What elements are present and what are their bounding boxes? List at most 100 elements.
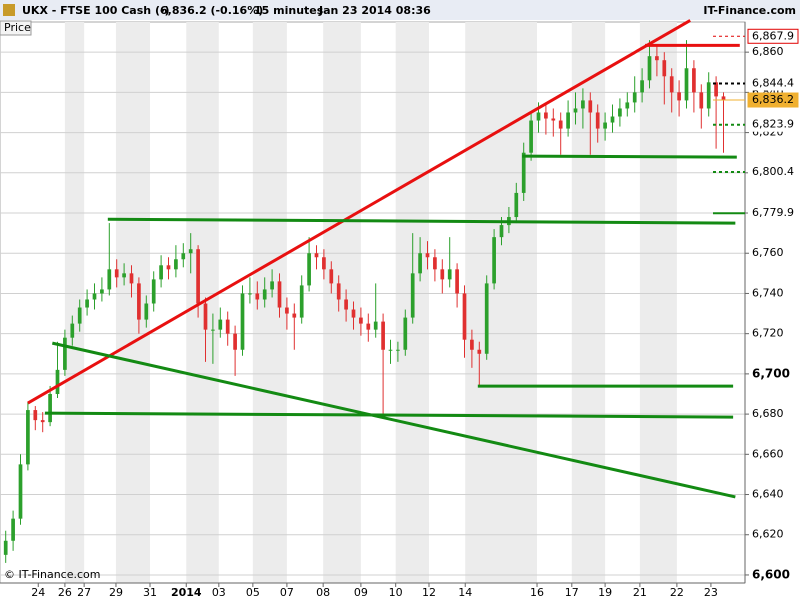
candle-body [122,273,126,278]
candle-body [447,269,452,280]
candle-body [418,253,422,274]
level-label: 6,823.9 [752,118,794,131]
plot-background [0,21,746,584]
candle-body [573,108,578,113]
candle-body [129,273,134,284]
candle-body [692,68,696,93]
candle-body [684,68,689,101]
candle-body [536,112,541,121]
y-tick-label: 6,720 [752,327,784,340]
brand: IT-Finance.com [703,4,796,17]
trendline [27,19,691,405]
x-tick-label: 21 [633,586,647,599]
candle-body [292,313,297,318]
trendline [44,411,734,419]
candle-body [181,253,186,260]
candle-body [625,102,630,109]
candle-body [40,420,45,423]
candle-body [714,82,718,97]
candle-body [55,369,60,394]
candle-body [492,237,496,284]
candle-body [151,279,156,304]
candle-body [314,253,319,258]
candle-body [514,192,519,218]
candle-body [403,317,408,350]
x-tick-label: 10 [389,586,403,599]
level-label: 6,779.9 [752,206,794,219]
copyright: © IT-Finance.com [4,568,101,581]
y-tick-label: 6,640 [752,488,784,501]
candle-body [588,100,593,113]
x-tick-label: 26 [58,586,72,599]
candle-body [137,283,141,320]
candle-body [640,80,644,93]
x-tick-label: 08 [316,586,330,599]
candle-body [603,122,607,129]
candle-body [70,323,75,338]
x-tick-label: 31 [143,586,157,599]
candle-body [174,259,178,270]
candle-body [632,92,637,103]
candle-body [240,293,245,350]
candle-body [662,60,667,77]
candle-body [18,464,23,519]
candle-body [92,293,97,300]
candle-body [100,289,104,294]
y-tick-label: 6,600 [752,567,790,581]
level-label: 6,867.9 [752,29,794,42]
x-tick-label: 27 [77,586,91,599]
candle-body [351,309,356,318]
level-label: 6,800.4 [752,165,794,178]
candle-body [307,253,311,286]
candle-body [410,273,415,318]
x-tick-label: 17 [565,586,579,599]
y-tick-label: 6,740 [752,286,784,299]
interval: 15 minutes [254,4,324,17]
x-tick-label: 05 [246,586,260,599]
plot-area [0,21,746,584]
candle-body [647,56,652,81]
candle-body [595,112,600,129]
candle-body [373,321,378,330]
y-tick-label: 6,700 [752,366,790,380]
candle-body [470,339,474,350]
candle-body [114,269,119,278]
level-box [748,165,798,180]
candle-body [706,82,711,109]
candle-body [655,56,659,61]
candle-body [63,337,67,370]
trendline [522,154,737,159]
x-tick-label: 16 [530,586,544,599]
y-tick-label: 6,680 [752,407,784,420]
candle-body [107,269,112,290]
x-tick-label: 09 [354,586,368,599]
candle-body [359,317,363,324]
last-quote: 6,836.2 (-0.16%) [160,4,263,17]
candle-body [721,96,726,101]
day-band [64,22,85,583]
candle-body [336,283,341,300]
candle-body [48,393,52,423]
candle-body [3,540,8,555]
candle-body [299,285,304,318]
day-band [252,22,287,583]
candle-body [462,293,467,340]
level-box [748,206,798,221]
x-tick-label: 23 [704,586,718,599]
level-box [748,76,798,91]
candle-body [551,118,556,121]
candle-body [455,269,459,294]
candle-body [558,120,563,129]
candle-body [26,410,30,465]
day-band [115,22,150,583]
x-tick-label: 2014 [171,586,202,599]
candle-body [144,303,149,320]
candle-body [433,257,437,270]
candle-body [669,76,674,93]
x-tick-label: 07 [280,586,294,599]
candle-body [677,92,681,101]
day-band [465,22,538,583]
level-label: 6,844.4 [752,77,794,90]
candle-body [484,283,489,354]
candle-body [499,225,504,238]
